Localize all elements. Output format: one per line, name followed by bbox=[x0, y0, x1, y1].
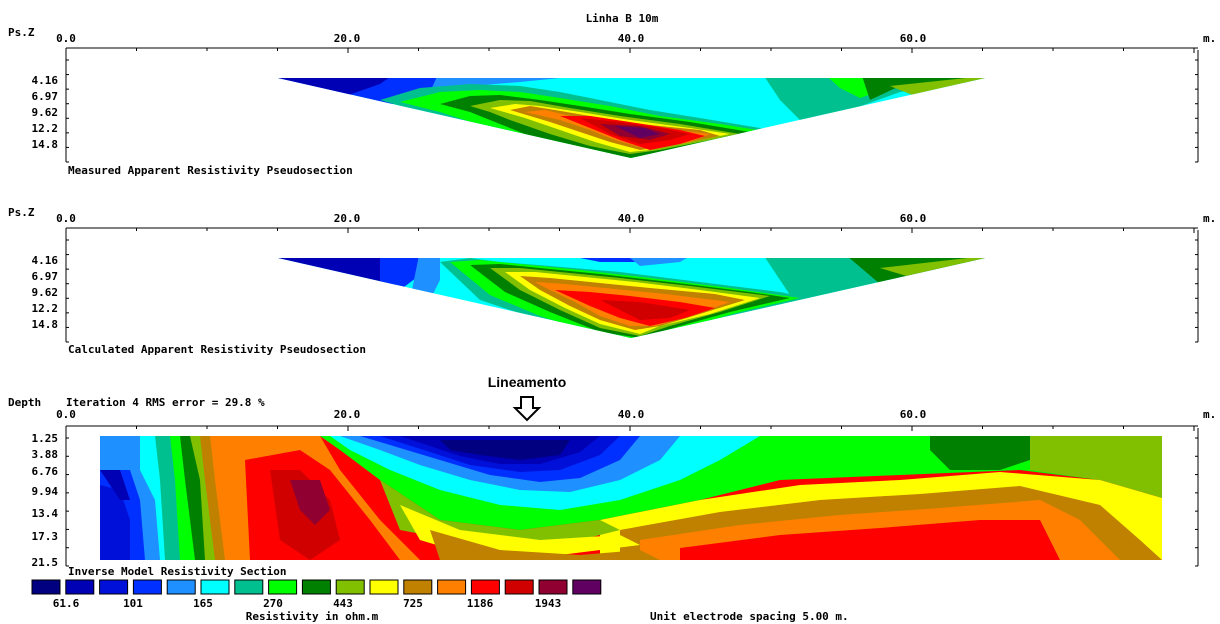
calculated-caption: Calculated Apparent Resistivity Pseudose… bbox=[68, 343, 366, 356]
measured-heatmap bbox=[278, 78, 985, 158]
legend-swatch bbox=[268, 579, 298, 595]
inverse-heatmap bbox=[100, 436, 1162, 560]
inverse-depth-tick: 17.3 bbox=[32, 530, 59, 543]
inverse-depth-tick: 6.76 bbox=[32, 465, 59, 478]
calculated-depth-tick: 4.16 bbox=[32, 254, 59, 267]
calculated-depth-tick: 9.62 bbox=[32, 286, 59, 299]
measured-axis bbox=[65, 47, 1199, 163]
calculated-axis bbox=[65, 227, 1199, 343]
legend-swatch bbox=[572, 579, 602, 595]
measured-panel: Ps.Z 0.0 20.0 40.0 60.0 m. 4.16 6.97 9.6… bbox=[8, 26, 1216, 177]
inverse-xtick-20: 20.0 bbox=[334, 408, 361, 421]
calculated-unit: m. bbox=[1203, 212, 1216, 225]
color-scale-legend bbox=[31, 579, 602, 595]
inverse-xtick-60: 60.0 bbox=[900, 408, 927, 421]
legend-swatch bbox=[234, 579, 264, 595]
calculated-xtick-40: 40.0 bbox=[618, 212, 645, 225]
figure-title: Linha B 10m bbox=[586, 12, 659, 25]
measured-depth-tick: 6.97 bbox=[32, 90, 59, 103]
down-arrow-icon bbox=[512, 396, 542, 422]
measured-depth-tick: 12.2 bbox=[32, 122, 59, 135]
inverse-unit: m. bbox=[1203, 408, 1216, 421]
legend-label: 165 bbox=[193, 597, 213, 610]
legend-label: 101 bbox=[123, 597, 143, 610]
legend-swatch bbox=[65, 579, 95, 595]
inverse-xtick-0: 0.0 bbox=[56, 408, 76, 421]
legend-swatch bbox=[437, 579, 467, 595]
calculated-depth-tick: 12.2 bbox=[32, 302, 59, 315]
calculated-xtick-60: 60.0 bbox=[900, 212, 927, 225]
legend-swatch bbox=[335, 579, 365, 595]
legend-title: Resistivity in ohm.m bbox=[246, 610, 379, 623]
measured-unit: m. bbox=[1203, 32, 1216, 45]
inverse-depth-tick: 21.5 bbox=[32, 556, 59, 569]
measured-caption: Measured Apparent Resistivity Pseudosect… bbox=[68, 164, 353, 177]
legend-label: 725 bbox=[403, 597, 423, 610]
legend-swatch bbox=[166, 579, 196, 595]
legend-swatch bbox=[99, 579, 129, 595]
legend-label: 443 bbox=[333, 597, 353, 610]
calculated-heatmap bbox=[278, 258, 985, 338]
inverse-depth-tick: 13.4 bbox=[32, 507, 59, 520]
legend-label: 61.6 bbox=[53, 597, 80, 610]
inverse-panel: Lineamento Depth Iteration 4 RMS error =… bbox=[8, 374, 1216, 578]
measured-depth-tick: 14.8 bbox=[32, 138, 59, 151]
calculated-panel: Ps.Z 0.0 20.0 40.0 60.0 m. 4.16 6.97 9.6… bbox=[8, 206, 1216, 356]
calculated-xtick-0: 0.0 bbox=[56, 212, 76, 225]
legend-label: 1186 bbox=[467, 597, 494, 610]
measured-xtick-0: 0.0 bbox=[56, 32, 76, 45]
iteration-text: Iteration 4 RMS error = 29.8 % bbox=[66, 396, 265, 409]
footer-note: Unit electrode spacing 5.00 m. bbox=[650, 610, 849, 623]
inverse-xtick-40: 40.0 bbox=[618, 408, 645, 421]
legend-swatch bbox=[504, 579, 534, 595]
legend-swatch bbox=[369, 579, 399, 595]
legend-swatch bbox=[538, 579, 568, 595]
inverse-depth-tick: 9.94 bbox=[32, 485, 59, 498]
measured-depth-tick: 4.16 bbox=[32, 74, 59, 87]
inverse-depth-tick: 3.88 bbox=[32, 448, 59, 461]
inverse-caption: Inverse Model Resistivity Section bbox=[68, 565, 287, 578]
legend-label: 270 bbox=[263, 597, 283, 610]
legend-label: 1943 bbox=[535, 597, 562, 610]
calculated-depth-tick: 6.97 bbox=[32, 270, 59, 283]
legend-swatch bbox=[301, 579, 331, 595]
legend-swatch bbox=[31, 579, 61, 595]
legend-swatch bbox=[132, 579, 162, 595]
legend-swatch bbox=[470, 579, 500, 595]
measured-xtick-40: 40.0 bbox=[618, 32, 645, 45]
lineamento-label: Lineamento bbox=[488, 374, 567, 390]
calculated-xtick-20: 20.0 bbox=[334, 212, 361, 225]
legend-swatch bbox=[200, 579, 230, 595]
inverse-depth-tick: 1.25 bbox=[32, 432, 59, 445]
calculated-axis-label: Ps.Z bbox=[8, 206, 35, 219]
inverse-axis bbox=[65, 425, 1199, 567]
measured-axis-label: Ps.Z bbox=[8, 26, 35, 39]
measured-depth-tick: 9.62 bbox=[32, 106, 59, 119]
calculated-depth-tick: 14.8 bbox=[32, 318, 59, 331]
inverse-axis-label: Depth bbox=[8, 396, 41, 409]
measured-xtick-60: 60.0 bbox=[900, 32, 927, 45]
legend-swatch bbox=[403, 579, 433, 595]
measured-xtick-20: 20.0 bbox=[334, 32, 361, 45]
